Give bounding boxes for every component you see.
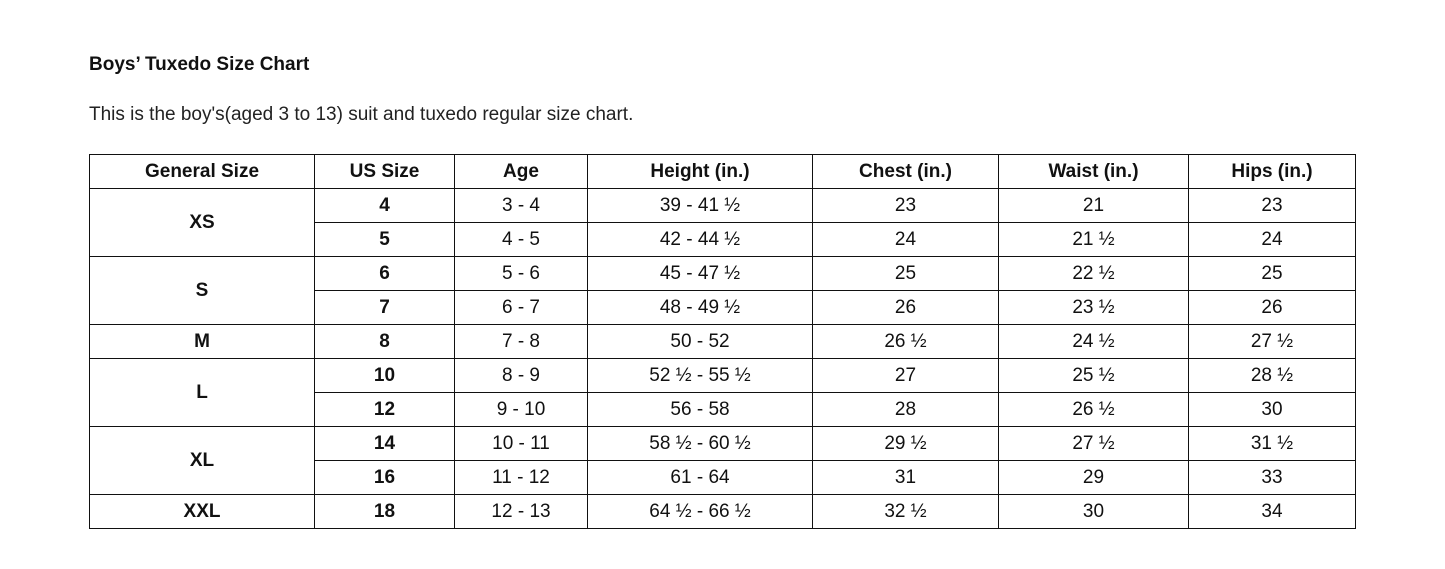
table-cell: 31 ½ (1188, 426, 1356, 461)
table-cell: 25 ½ (998, 358, 1189, 393)
table-cell: 30 (1188, 392, 1356, 427)
general-size-cell: S (89, 256, 315, 325)
us-size-cell: 8 (314, 324, 455, 359)
table-row: XS 4 3 - 4 39 - 41 ½ 23 21 23 (89, 188, 1356, 257)
table-cell: 11 - 12 (454, 460, 588, 495)
table-cell: 27 ½ (1188, 324, 1356, 359)
table-cell: 22 ½ (998, 256, 1189, 291)
table-cell: 30 (998, 494, 1189, 529)
size-chart-table: General Size US Size Age Height (in.) Chest … (89, 154, 1356, 529)
table-cell: 21 ½ (998, 222, 1189, 257)
us-size-cell: 18 (314, 494, 455, 529)
table-cell: 27 ½ (998, 426, 1189, 461)
table-cell: 26 ½ (998, 392, 1189, 427)
table-cell: 3 - 4 (454, 188, 588, 223)
table-cell: 26 (1188, 290, 1356, 325)
table-cell: 50 - 52 (587, 324, 813, 359)
table-row: 12 9 - 10 56 - 58 28 26 ½ 30 (90, 392, 1356, 427)
general-size-cell: XL (89, 426, 315, 495)
us-size-cell: 5 (314, 222, 455, 257)
table-cell: 10 - 11 (454, 426, 588, 461)
column-header: General Size (89, 154, 315, 189)
table-cell: 58 ½ - 60 ½ (587, 426, 813, 461)
table-cell: 33 (1188, 460, 1356, 495)
table-cell: 23 (1188, 188, 1356, 223)
us-size-cell: 14 (314, 426, 455, 461)
table-cell: 32 ½ (812, 494, 999, 529)
table-row: XL 14 10 - 11 58 ½ - 60 ½ 29 ½ 27 ½ 31 ½ (89, 426, 1356, 495)
table-row: L 10 8 - 9 52 ½ - 55 ½ 27 25 ½ 28 ½ (89, 358, 1356, 427)
description: This is the boy's(aged 3 to 13) suit and… (89, 104, 634, 125)
general-size-cell: L (89, 358, 315, 427)
column-header: Hips (in.) (1188, 154, 1356, 189)
table-cell: 24 (812, 222, 999, 257)
table-cell: 5 - 6 (454, 256, 588, 291)
general-size-cell: M (89, 324, 315, 359)
table-cell: 45 - 47 ½ (587, 256, 813, 291)
column-header: US Size (314, 154, 455, 189)
table-cell: 42 - 44 ½ (587, 222, 813, 257)
header-row: General Size US Size Age Height (in.) Chest … (89, 154, 1356, 189)
us-size-cell: 7 (314, 290, 455, 325)
column-header: Height (in.) (587, 154, 813, 189)
table-row: 16 11 - 12 61 - 64 31 29 33 (90, 460, 1356, 495)
column-header: Waist (in.) (998, 154, 1189, 189)
general-size-cell: XXL (89, 494, 315, 529)
table-cell: 64 ½ - 66 ½ (587, 494, 813, 529)
table-cell: 23 ½ (998, 290, 1189, 325)
table-cell: 28 (812, 392, 999, 427)
us-size-cell: 16 (314, 460, 455, 495)
table-cell: 7 - 8 (454, 324, 588, 359)
table-cell: 52 ½ - 55 ½ (587, 358, 813, 393)
table-cell: 28 ½ (1188, 358, 1356, 393)
table-cell: 39 - 41 ½ (587, 188, 813, 223)
table-cell: 24 ½ (998, 324, 1189, 359)
column-header: Chest (in.) (812, 154, 999, 189)
table-cell: 34 (1188, 494, 1356, 529)
column-header: Age (454, 154, 588, 189)
table-cell: 56 - 58 (587, 392, 813, 427)
table-cell: 29 (998, 460, 1189, 495)
table-cell: 23 (812, 188, 999, 223)
us-size-cell: 10 (314, 358, 455, 393)
us-size-cell: 6 (314, 256, 455, 291)
us-size-cell: 4 (314, 188, 455, 223)
table-cell: 12 - 13 (454, 494, 588, 529)
general-size-cell: XS (89, 188, 315, 257)
page-title: Boys’ Tuxedo Size Chart (89, 54, 310, 75)
table-cell: 8 - 9 (454, 358, 588, 393)
table-cell: 26 (812, 290, 999, 325)
table-row: XXL 18 12 - 13 64 ½ - 66 ½ 32 ½ 30 34 (89, 494, 1356, 529)
table-cell: 25 (1188, 256, 1356, 291)
table-cell: 25 (812, 256, 999, 291)
table-cell: 31 (812, 460, 999, 495)
table-cell: 4 - 5 (454, 222, 588, 257)
table-cell: 29 ½ (812, 426, 999, 461)
table-cell: 48 - 49 ½ (587, 290, 813, 325)
table-cell: 26 ½ (812, 324, 999, 359)
us-size-cell: 12 (314, 392, 455, 427)
table-cell: 9 - 10 (454, 392, 588, 427)
table-cell: 24 (1188, 222, 1356, 257)
table-cell: 61 - 64 (587, 460, 813, 495)
table-cell: 27 (812, 358, 999, 393)
table-cell: 6 - 7 (454, 290, 588, 325)
table-cell: 21 (998, 188, 1189, 223)
